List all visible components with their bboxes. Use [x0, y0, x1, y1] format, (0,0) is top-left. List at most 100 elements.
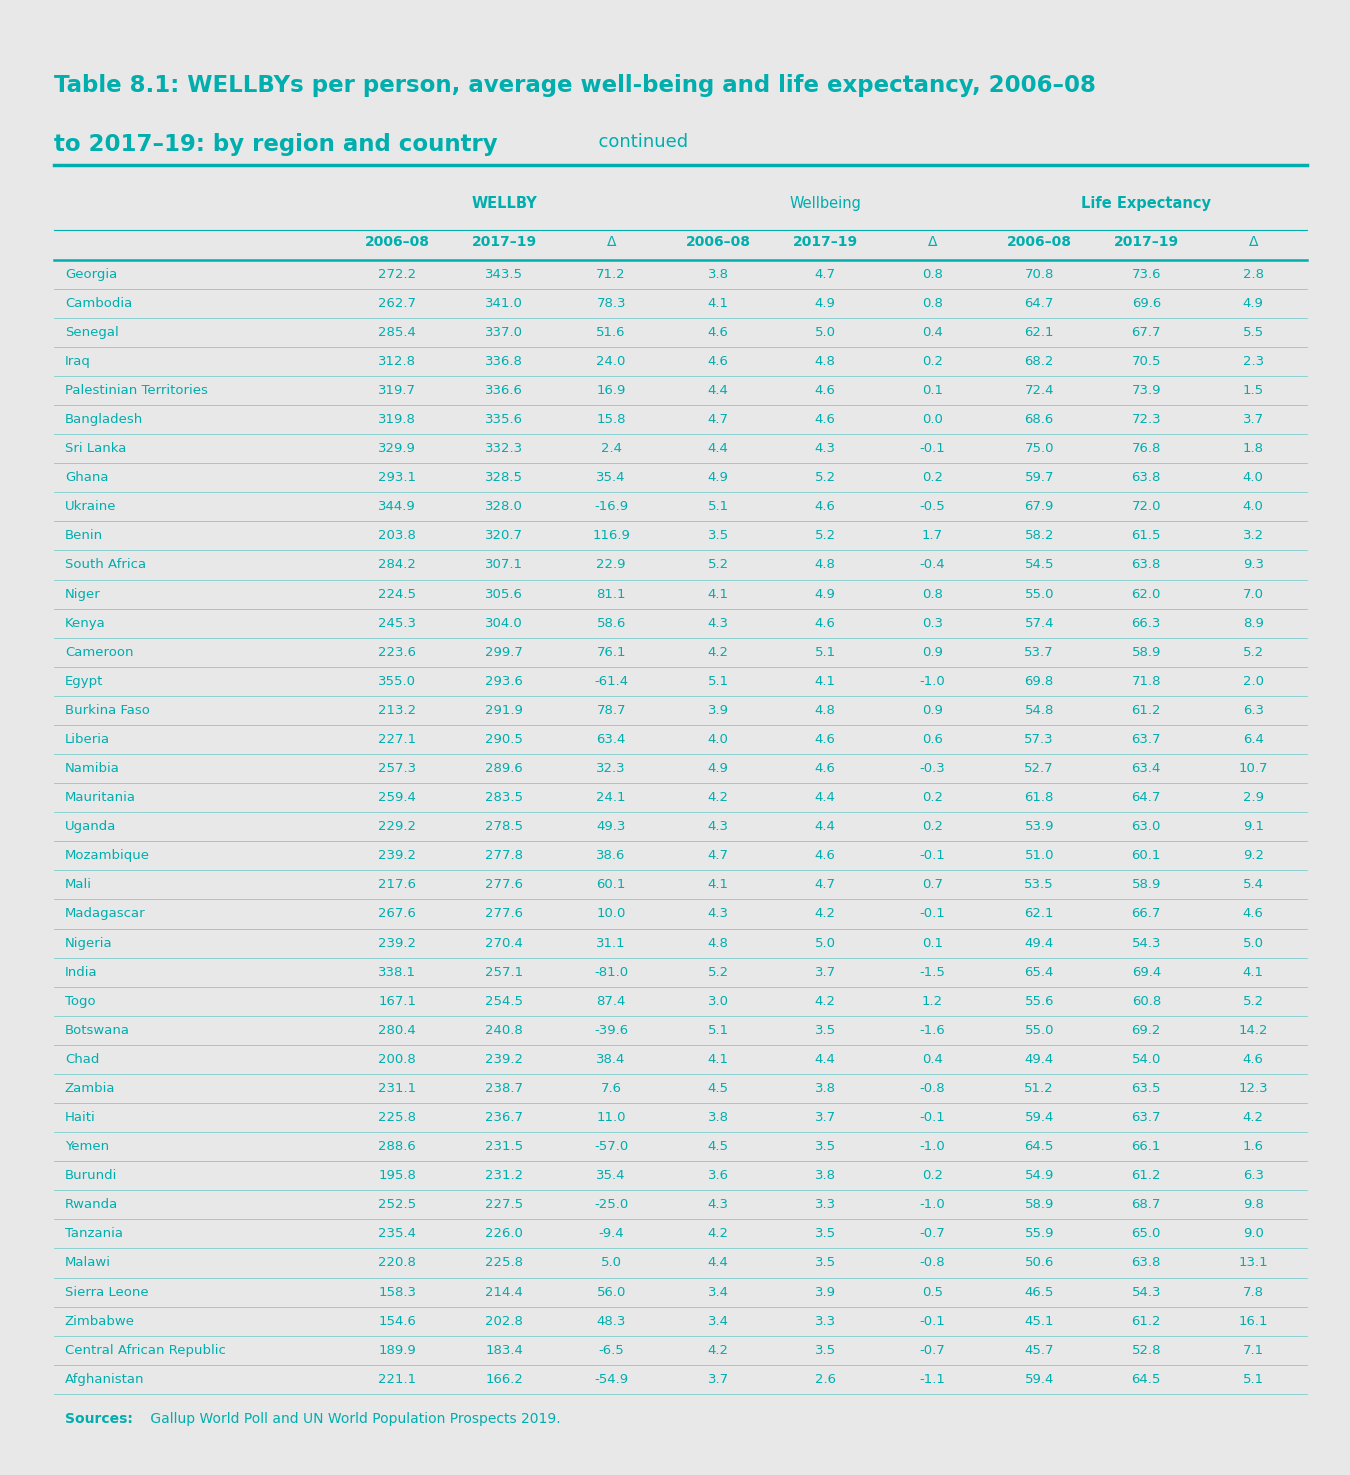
Text: -0.5: -0.5 [919, 500, 945, 513]
Text: 337.0: 337.0 [485, 326, 524, 339]
Text: 54.8: 54.8 [1025, 704, 1054, 717]
Text: 4.1: 4.1 [707, 587, 729, 600]
Text: 0.2: 0.2 [922, 471, 942, 484]
Text: 4.2: 4.2 [814, 994, 836, 1007]
Text: 5.2: 5.2 [814, 530, 836, 543]
Text: 4.7: 4.7 [814, 267, 836, 280]
Text: -1.6: -1.6 [919, 1024, 945, 1037]
Text: 6.4: 6.4 [1243, 733, 1264, 746]
Text: 9.3: 9.3 [1243, 559, 1264, 571]
Text: 0.2: 0.2 [922, 820, 942, 833]
Text: 3.3: 3.3 [814, 1198, 836, 1211]
Text: 76.1: 76.1 [597, 646, 626, 659]
Text: 240.8: 240.8 [485, 1024, 522, 1037]
Text: -57.0: -57.0 [594, 1140, 628, 1153]
Text: 54.3: 54.3 [1131, 1286, 1161, 1298]
Text: 60.8: 60.8 [1131, 994, 1161, 1007]
Text: India: India [65, 966, 97, 978]
Text: 2006–08: 2006–08 [686, 235, 751, 249]
Text: 63.8: 63.8 [1131, 1257, 1161, 1270]
Text: Gallup World Poll and UN World Population Prospects 2019.: Gallup World Poll and UN World Populatio… [146, 1412, 560, 1426]
Text: 299.7: 299.7 [485, 646, 522, 659]
Text: -54.9: -54.9 [594, 1373, 628, 1386]
Text: 2006–08: 2006–08 [1007, 235, 1072, 249]
Text: 52.7: 52.7 [1025, 763, 1054, 774]
Text: 4.2: 4.2 [707, 791, 729, 804]
Text: 4.4: 4.4 [815, 820, 836, 833]
Text: 22.9: 22.9 [597, 559, 626, 571]
Text: 68.2: 68.2 [1025, 355, 1054, 367]
Text: 7.1: 7.1 [1243, 1344, 1264, 1357]
Text: 229.2: 229.2 [378, 820, 416, 833]
Text: -0.1: -0.1 [919, 907, 945, 920]
Text: 49.4: 49.4 [1025, 1053, 1054, 1066]
Text: 4.4: 4.4 [815, 1053, 836, 1066]
Text: Chad: Chad [65, 1053, 99, 1066]
Text: 3.9: 3.9 [814, 1286, 836, 1298]
Text: 63.8: 63.8 [1131, 559, 1161, 571]
Text: Bangladesh: Bangladesh [65, 413, 143, 426]
Text: 277.6: 277.6 [485, 879, 524, 891]
Text: 0.1: 0.1 [922, 937, 942, 950]
Text: 254.5: 254.5 [485, 994, 524, 1007]
Text: 5.0: 5.0 [814, 326, 836, 339]
Text: Ghana: Ghana [65, 471, 108, 484]
Text: 64.5: 64.5 [1025, 1140, 1054, 1153]
Text: 336.8: 336.8 [485, 355, 522, 367]
Text: 0.2: 0.2 [922, 1170, 942, 1183]
Text: 4.8: 4.8 [815, 355, 836, 367]
Text: 4.9: 4.9 [815, 587, 836, 600]
Text: 55.9: 55.9 [1025, 1227, 1054, 1240]
Text: 4.3: 4.3 [707, 907, 729, 920]
Text: 221.1: 221.1 [378, 1373, 416, 1386]
Text: 189.9: 189.9 [378, 1344, 416, 1357]
Text: -0.8: -0.8 [919, 1083, 945, 1094]
Text: 7.8: 7.8 [1243, 1286, 1264, 1298]
Text: 231.5: 231.5 [485, 1140, 524, 1153]
Text: 262.7: 262.7 [378, 296, 416, 310]
Text: 231.2: 231.2 [485, 1170, 524, 1183]
Text: 3.8: 3.8 [814, 1083, 836, 1094]
Text: 280.4: 280.4 [378, 1024, 416, 1037]
Text: WELLBY: WELLBY [471, 196, 537, 211]
Text: 344.9: 344.9 [378, 500, 416, 513]
Text: 284.2: 284.2 [378, 559, 416, 571]
Text: 336.6: 336.6 [485, 384, 522, 397]
Text: 3.5: 3.5 [814, 1257, 836, 1270]
Text: 257.1: 257.1 [485, 966, 524, 978]
Text: 59.4: 59.4 [1025, 1111, 1054, 1124]
Text: 46.5: 46.5 [1025, 1286, 1054, 1298]
Text: -0.4: -0.4 [919, 559, 945, 571]
Text: 66.7: 66.7 [1131, 907, 1161, 920]
Text: 252.5: 252.5 [378, 1198, 416, 1211]
Text: 61.8: 61.8 [1025, 791, 1054, 804]
Text: 225.8: 225.8 [378, 1111, 416, 1124]
Text: 5.2: 5.2 [814, 471, 836, 484]
Text: -39.6: -39.6 [594, 1024, 628, 1037]
Text: 5.2: 5.2 [1243, 646, 1264, 659]
Text: 68.6: 68.6 [1025, 413, 1054, 426]
Text: 239.2: 239.2 [485, 1053, 524, 1066]
Text: 5.4: 5.4 [1243, 879, 1264, 891]
Text: 239.2: 239.2 [378, 850, 416, 863]
Text: 4.0: 4.0 [707, 733, 729, 746]
Text: Mali: Mali [65, 879, 92, 891]
Text: 14.2: 14.2 [1238, 1024, 1268, 1037]
Text: 63.7: 63.7 [1131, 1111, 1161, 1124]
Text: -0.7: -0.7 [919, 1344, 945, 1357]
Text: 4.1: 4.1 [707, 879, 729, 891]
Text: 0.4: 0.4 [922, 1053, 942, 1066]
Text: 203.8: 203.8 [378, 530, 416, 543]
Text: 1.2: 1.2 [922, 994, 942, 1007]
Text: 35.4: 35.4 [597, 1170, 626, 1183]
Text: Burkina Faso: Burkina Faso [65, 704, 150, 717]
Text: 16.1: 16.1 [1238, 1314, 1268, 1328]
Text: 55.6: 55.6 [1025, 994, 1054, 1007]
Text: 72.0: 72.0 [1131, 500, 1161, 513]
Text: 239.2: 239.2 [378, 937, 416, 950]
Text: 69.6: 69.6 [1131, 296, 1161, 310]
Text: 319.8: 319.8 [378, 413, 416, 426]
Text: 4.9: 4.9 [707, 471, 729, 484]
Text: 0.3: 0.3 [922, 617, 942, 630]
Text: 224.5: 224.5 [378, 587, 416, 600]
